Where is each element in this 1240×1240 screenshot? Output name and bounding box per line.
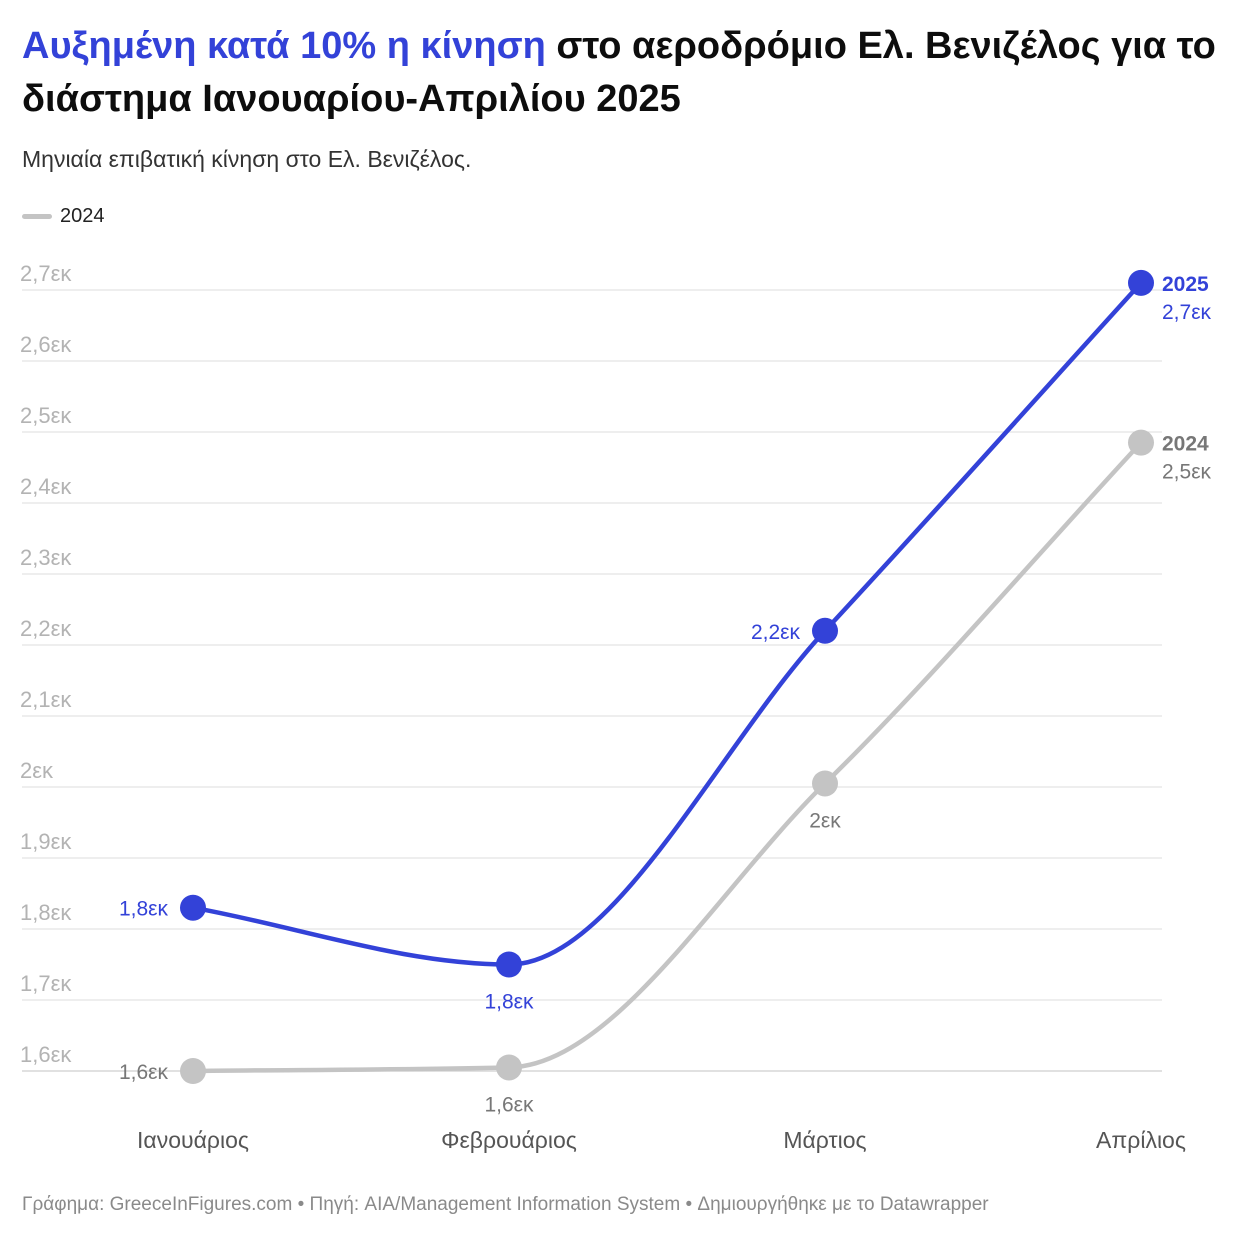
data-label-2025: 2,7εκ	[1162, 301, 1212, 324]
data-label-2024: 2,5εκ	[1162, 461, 1212, 484]
y-axis-ticks: 1,6εκ 1,7εκ 1,8εκ 1,9εκ 2εκ 2,1εκ 2,2εκ 2,3εκ 2,…	[20, 261, 72, 1067]
data-point-2025	[180, 894, 206, 921]
chart-title: Αυξημένη κατά 10% η κίνηση στο αεροδρόμι…	[22, 20, 1222, 126]
y-tick-label: 2,2εκ	[20, 616, 72, 641]
chart-title-highlight: Αυξημένη κατά 10% η κίνηση	[22, 25, 546, 67]
data-label-2024: 1,6εκ	[119, 1061, 169, 1084]
x-axis-ticks: Ιανουάριος Φεβρουάριος Μάρτιος Απρίλιος	[137, 1127, 1186, 1153]
y-tick-label: 2,5εκ	[20, 403, 72, 428]
data-point-2025	[1128, 269, 1154, 296]
chart-footer: Γράφημα: GreeceInFigures.com • Πηγή: AIA…	[22, 1194, 989, 1215]
chart-title-rest: στο αεροδρόμιο Ελ. Βενιζέλος για το διάσ…	[22, 25, 1216, 121]
chart-subtitle: Μηνιαία επιβατική κίνηση στο Ελ. Βενιζέλ…	[22, 146, 472, 172]
data-label-2025: 1,8εκ	[484, 991, 534, 1014]
line-chart: 1,6εκ 1,7εκ 1,8εκ 1,9εκ 2εκ 2,1εκ 2,2εκ 2,3εκ 2,…	[20, 261, 1212, 1153]
y-tick-label: 1,6εκ	[20, 1042, 72, 1067]
y-tick-label: 2,7εκ	[20, 261, 72, 286]
series: 1,6εκ 1,6εκ 2εκ 2024 2,5εκ 1,8εκ 1,8εκ 2,2εκ 202…	[119, 269, 1212, 1116]
y-tick-label: 1,9εκ	[20, 829, 72, 854]
x-tick-label: Φεβρουάριος	[441, 1127, 577, 1153]
data-point-2024	[180, 1058, 206, 1084]
y-tick-label: 1,7εκ	[20, 971, 72, 996]
x-tick-label: Απρίλιος	[1096, 1127, 1186, 1153]
gridlines	[22, 289, 1162, 1072]
series-line-2025	[190, 280, 1144, 967]
data-label-2025: 1,8εκ	[119, 898, 169, 921]
series-end-label-2025: 2025	[1162, 273, 1209, 296]
series-end-label-2024: 2024	[1162, 433, 1209, 456]
legend-label-2024: 2024	[60, 205, 105, 227]
x-tick-label: Ιανουάριος	[137, 1127, 249, 1153]
data-point-2024	[496, 1054, 522, 1081]
legend-swatch-2024	[22, 214, 52, 219]
data-point-2025	[496, 951, 522, 978]
x-tick-label: Μάρτιος	[783, 1127, 866, 1153]
y-tick-label: 2,4εκ	[20, 474, 72, 499]
y-tick-label: 2,6εκ	[20, 332, 72, 357]
y-tick-label: 2,1εκ	[20, 687, 72, 712]
data-point-2025	[812, 617, 838, 644]
data-label-2024: 2εκ	[809, 809, 841, 832]
series-line-2024	[190, 440, 1144, 1074]
y-tick-label: 1,8εκ	[20, 900, 72, 925]
data-point-2024	[1128, 429, 1154, 456]
data-label-2024: 1,6εκ	[484, 1093, 534, 1116]
data-point-2024	[812, 770, 838, 797]
y-tick-label: 2,3εκ	[20, 545, 72, 570]
y-tick-label: 2εκ	[20, 758, 54, 783]
data-label-2025: 2,2εκ	[751, 621, 801, 644]
chart-legend: 2024	[22, 205, 105, 228]
